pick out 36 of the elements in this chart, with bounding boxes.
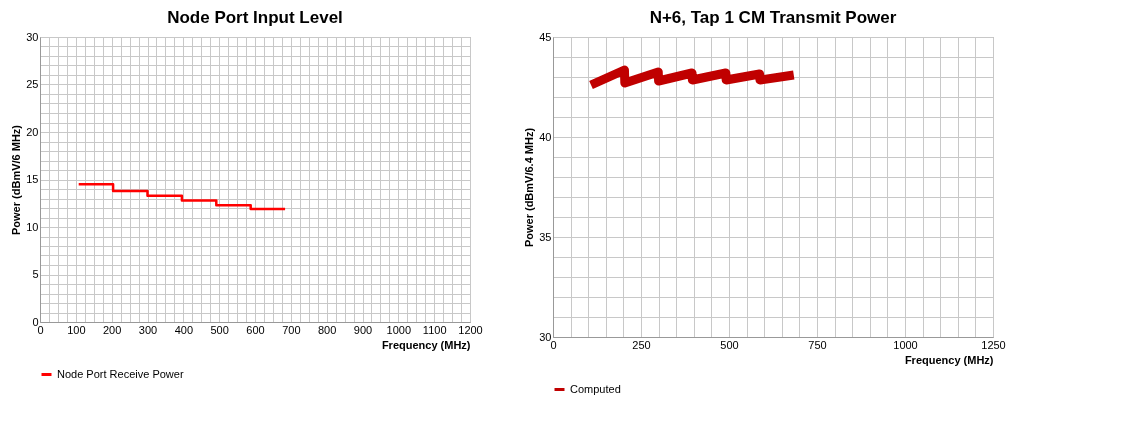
x-tick-label: 200 (102, 323, 122, 336)
y-tick-label: 20 (26, 125, 39, 138)
y-tick-label: 25 (26, 78, 39, 90)
x-tick-label: 500 (720, 338, 739, 351)
y-tick-label: 35 (539, 230, 552, 243)
y-tick-label: 30 (26, 30, 39, 43)
x-tick-label: 300 (138, 323, 158, 336)
x-tick-label: 1200 (458, 323, 483, 336)
y-tick-label: 0 (32, 315, 39, 328)
y-tick-label: 40 (539, 130, 552, 143)
y-tick-label: 10 (26, 220, 39, 233)
y-tick-label: 15 (26, 173, 39, 185)
x-axis-title: Frequency (MHz) (381, 338, 471, 351)
x-tick-label: 750 (808, 338, 827, 351)
x-tick-label: 900 (353, 323, 373, 336)
x-tick-label: 700 (282, 323, 301, 336)
x-tick-label: 500 (210, 323, 229, 336)
x-tick-label: 1000 (386, 323, 412, 336)
y-tick-label: 5 (32, 268, 39, 280)
x-tick-label: 1100 (422, 323, 447, 336)
chart-title: N+6, Tap 1 CM Transmit Power (649, 8, 897, 27)
x-tick-label: 800 (317, 323, 337, 336)
x-tick-label: 400 (174, 323, 194, 336)
legend-label: Node Port Receive Power (57, 367, 184, 380)
x-tick-label: 250 (632, 338, 651, 351)
legend-label: Computed (570, 382, 621, 395)
x-tick-label: 600 (246, 323, 265, 336)
x-tick-label: 100 (67, 323, 86, 336)
chart-title: Node Port Input Level (167, 8, 343, 27)
x-tick-label: 1250 (981, 338, 1006, 351)
y-axis-title: Power (dBmV/6.4 MHz) (523, 127, 536, 248)
x-tick-label: 1000 (893, 338, 918, 351)
x-axis-title: Frequency (MHz) (904, 353, 994, 366)
y-tick-label: 45 (539, 30, 552, 43)
y-axis-title: Power (dBmV/6 MHz) (10, 124, 23, 236)
y-tick-label: 30 (539, 330, 552, 343)
